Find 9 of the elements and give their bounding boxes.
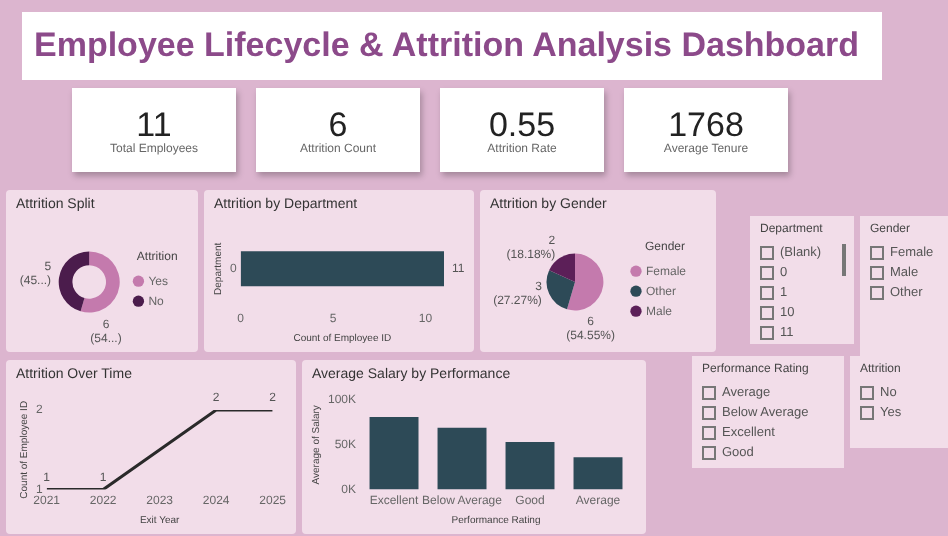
text: Employee Lifecycle & Attrition Analysis Dashboard (22, 12, 882, 80)
bar (505, 442, 555, 490)
data-label: 1768 (668, 105, 744, 143)
bar (573, 457, 623, 490)
bar (369, 417, 419, 490)
data-label: 11 (136, 105, 172, 143)
data-label: 0.55 (488, 105, 556, 143)
data-label: 6 (328, 105, 348, 143)
bar (437, 427, 487, 490)
